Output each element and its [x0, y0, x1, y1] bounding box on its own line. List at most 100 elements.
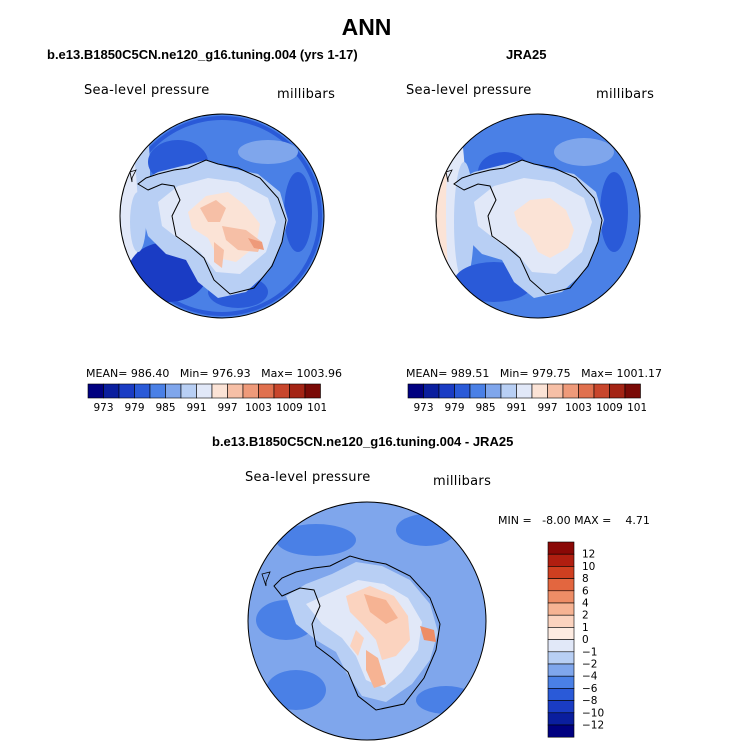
model-colorbar-label: 979: [124, 402, 144, 414]
model-colorbar-label: 991: [186, 402, 206, 414]
model-colorbar-swatch: [180, 383, 197, 399]
diff-colorbar-swatch: [547, 602, 575, 616]
model-colorbar-label: 1003: [245, 402, 272, 414]
diff-colorbar-swatches: [547, 541, 575, 738]
obs-colorbar: 973 979 985 991 997 1003 1009 1015: [407, 383, 646, 414]
diff-colorbar-swatch: [547, 614, 575, 628]
model-colorbar-swatch: [196, 383, 213, 399]
model-colorbar-swatch: [165, 383, 182, 399]
obs-colorbar-swatch: [423, 383, 440, 399]
obs-colorbar-label: 1009: [596, 402, 623, 414]
obs-colorbar-label: 979: [444, 402, 464, 414]
model-colorbar-swatch: [289, 383, 306, 399]
model-colorbar-swatch: [118, 383, 135, 399]
model-colorbar-label: 997: [217, 402, 237, 414]
obs-colorbar-swatch: [438, 383, 455, 399]
model-colorbar-swatch: [149, 383, 166, 399]
diff-colorbar-swatch: [547, 663, 575, 677]
model-colorbar-swatch: [134, 383, 151, 399]
diff-colorbar-label: −4: [582, 671, 598, 683]
diff-colorbar-swatch: [547, 700, 575, 714]
diff-stats-summary: MIN = -8.00 MAX = 4.71: [498, 514, 650, 527]
model-polar-map: [119, 113, 325, 319]
obs-colorbar-label: 985: [475, 402, 495, 414]
diff-polar-map: [247, 501, 487, 741]
diff-colorbar-label: −2: [582, 659, 597, 671]
model-colorbar-label: 1009: [276, 402, 303, 414]
obs-colorbar-swatch: [609, 383, 626, 399]
diff-colorbar-swatch: [547, 578, 575, 592]
diff-colorbar-swatch: [547, 639, 575, 653]
obs-polar-map: [435, 113, 641, 319]
model-stats-summary: MEAN= 986.40 Min= 976.93 Max= 1003.96: [86, 367, 343, 380]
diff-colorbar-swatch: [547, 566, 575, 579]
model-colorbar-labels: 973 979 985 991 997 1003 1009 1015: [93, 402, 326, 414]
diff-colorbar-swatch: [547, 590, 575, 604]
obs-colorbar-label: 1003: [565, 402, 592, 414]
model-colorbar-label: 985: [155, 402, 175, 414]
diff-colorbar-swatch: [547, 553, 575, 567]
obs-units-label: millibars: [596, 87, 655, 102]
obs-colorbar-labels: 973 979 985 991 997 1003 1009 1015: [413, 402, 646, 414]
diff-colorbar-label: 10: [582, 561, 595, 573]
model-colorbar-swatch: [258, 383, 275, 399]
diff-variable-label: Sea-level pressure: [245, 470, 371, 485]
obs-colorbar-swatch: [578, 383, 595, 399]
diff-colorbar-label: −10: [582, 707, 604, 719]
model-colorbar-swatch: [87, 383, 104, 399]
obs-colorbar-swatch: [407, 383, 424, 399]
diff-colorbar-swatch: [547, 627, 575, 640]
diff-colorbar-label: 8: [582, 573, 589, 585]
diff-colorbar-label: −8: [582, 695, 597, 707]
obs-colorbar-swatch: [624, 383, 641, 399]
model-colorbar-swatch: [273, 383, 290, 399]
model-colorbar-swatch: [304, 383, 321, 399]
obs-colorbar-label: 991: [506, 402, 526, 414]
diff-colorbar-label: 2: [582, 610, 589, 622]
obs-colorbar-label: 1015: [627, 402, 646, 414]
obs-colorbar-label: 997: [537, 402, 557, 414]
diff-colorbar-label: 6: [582, 585, 589, 597]
main-title: ANN: [341, 14, 392, 40]
model-colorbar-swatch: [211, 383, 228, 399]
obs-colorbar-swatch: [469, 383, 486, 399]
obs-variable-label: Sea-level pressure: [406, 83, 532, 98]
diff-colorbar-label: −1: [582, 646, 597, 658]
diff-colorbar-label: −12: [582, 720, 604, 732]
diff-colorbar-label: 1: [582, 622, 589, 634]
model-colorbar-swatch: [242, 383, 259, 399]
obs-colorbar-swatches: [407, 383, 641, 399]
obs-colorbar-label: 973: [413, 402, 433, 414]
model-panel-title: b.e13.B1850C5CN.ne120_g16.tuning.004 (yr…: [47, 47, 358, 62]
diff-colorbar-label: 0: [582, 634, 589, 646]
diff-units-label: millibars: [433, 474, 492, 489]
diff-colorbar-swatch: [547, 651, 575, 665]
diff-colorbar-swatch: [547, 712, 575, 726]
obs-colorbar-swatch: [485, 383, 502, 399]
obs-colorbar-swatch: [562, 383, 579, 399]
diff-panel-title: b.e13.B1850C5CN.ne120_g16.tuning.004 - J…: [212, 434, 514, 449]
diff-colorbar-swatch: [547, 675, 575, 689]
diff-colorbar-label: 12: [582, 549, 595, 561]
model-colorbar-swatch: [103, 383, 120, 399]
diff-colorbar-label: −6: [582, 683, 598, 695]
model-colorbar-swatch: [227, 383, 244, 399]
obs-colorbar-swatch: [547, 383, 564, 399]
obs-stats-summary: MEAN= 989.51 Min= 979.75 Max= 1001.17: [406, 367, 663, 380]
model-colorbar: 973 979 985 991 997 1003 1009 1015: [87, 383, 326, 414]
diff-colorbar-swatch: [547, 724, 575, 738]
obs-colorbar-swatch: [531, 383, 548, 399]
obs-panel-title: JRA25: [506, 47, 547, 62]
diff-colorbar-swatch: [547, 688, 575, 701]
diff-colorbar-label: 4: [582, 598, 589, 610]
obs-colorbar-swatch: [500, 383, 517, 399]
model-colorbar-label: 1015: [307, 402, 326, 414]
model-colorbar-label: 973: [93, 402, 113, 414]
model-units-label: millibars: [277, 87, 336, 102]
diff-colorbar-swatch: [547, 541, 575, 555]
model-colorbar-swatches: [87, 383, 321, 399]
obs-colorbar-swatch: [454, 383, 471, 399]
obs-colorbar-swatch: [593, 383, 610, 399]
